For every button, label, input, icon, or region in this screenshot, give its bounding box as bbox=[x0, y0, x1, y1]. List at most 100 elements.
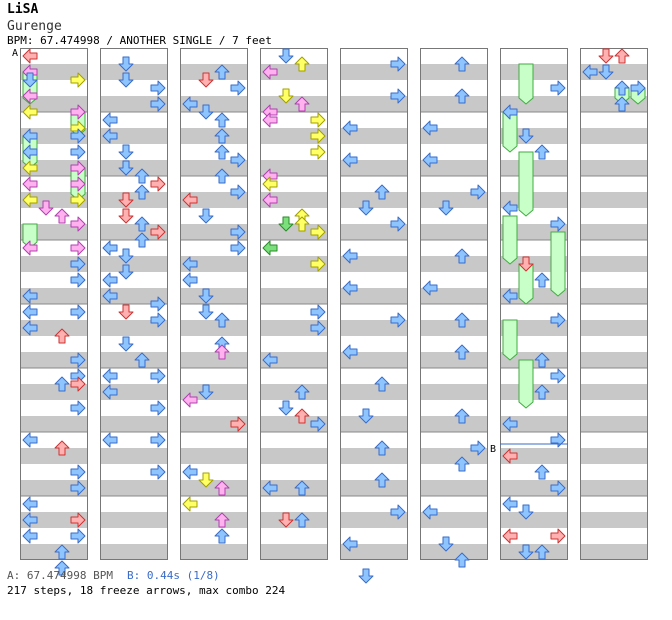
row-stripe bbox=[100, 352, 168, 368]
row-stripe bbox=[20, 288, 88, 304]
row-stripe bbox=[580, 320, 648, 336]
right-arrow-icon bbox=[70, 352, 86, 368]
right-arrow-icon bbox=[390, 312, 406, 328]
up-arrow-icon bbox=[54, 208, 70, 224]
row-stripe bbox=[260, 384, 328, 400]
down-arrow-icon bbox=[598, 64, 614, 80]
down-arrow-icon bbox=[38, 200, 54, 216]
left-arrow-icon bbox=[182, 272, 198, 288]
right-arrow-icon bbox=[70, 512, 86, 528]
row-stripe bbox=[580, 384, 648, 400]
up-arrow-icon bbox=[454, 248, 470, 264]
right-arrow-icon bbox=[230, 152, 246, 168]
left-arrow-icon bbox=[22, 104, 38, 120]
left-arrow-icon bbox=[262, 480, 278, 496]
row-stripe bbox=[100, 480, 168, 496]
row-stripe bbox=[20, 192, 88, 208]
row-stripe bbox=[580, 352, 648, 368]
up-arrow-icon bbox=[294, 384, 310, 400]
right-arrow-icon bbox=[310, 320, 326, 336]
down-arrow-icon bbox=[198, 288, 214, 304]
down-arrow-icon bbox=[118, 208, 134, 224]
up-arrow-icon bbox=[54, 544, 70, 560]
row-stripe bbox=[260, 96, 328, 112]
up-arrow-icon bbox=[454, 56, 470, 72]
left-arrow-icon bbox=[262, 352, 278, 368]
up-arrow-icon bbox=[134, 352, 150, 368]
left-arrow-icon bbox=[502, 288, 518, 304]
up-arrow-icon bbox=[214, 168, 230, 184]
up-arrow-icon bbox=[534, 384, 550, 400]
up-arrow-icon bbox=[214, 480, 230, 496]
right-arrow-icon bbox=[390, 216, 406, 232]
up-arrow-icon bbox=[534, 464, 550, 480]
down-arrow-icon bbox=[22, 72, 38, 88]
row-stripe bbox=[420, 288, 488, 304]
row-stripe bbox=[340, 128, 408, 144]
right-arrow-icon bbox=[150, 176, 166, 192]
down-arrow-icon bbox=[438, 536, 454, 552]
right-arrow-icon bbox=[150, 296, 166, 312]
row-stripe bbox=[340, 320, 408, 336]
row-stripe bbox=[340, 512, 408, 528]
down-arrow-icon bbox=[118, 304, 134, 320]
up-arrow-icon bbox=[374, 472, 390, 488]
row-stripe bbox=[100, 416, 168, 432]
row-stripe bbox=[100, 256, 168, 272]
row-stripe bbox=[100, 96, 168, 112]
right-arrow-icon bbox=[550, 80, 566, 96]
right-arrow-icon bbox=[70, 192, 86, 208]
row-stripe bbox=[340, 288, 408, 304]
left-arrow-icon bbox=[262, 64, 278, 80]
row-stripe bbox=[20, 544, 88, 560]
row-stripe bbox=[420, 192, 488, 208]
up-arrow-icon bbox=[374, 376, 390, 392]
left-arrow-icon bbox=[262, 176, 278, 192]
freeze-arrow bbox=[502, 215, 518, 265]
left-arrow-icon bbox=[102, 112, 118, 128]
up-arrow-icon bbox=[294, 216, 310, 232]
right-arrow-icon bbox=[70, 160, 86, 176]
row-stripe bbox=[260, 256, 328, 272]
right-arrow-icon bbox=[230, 416, 246, 432]
row-stripe bbox=[180, 128, 248, 144]
right-arrow-icon bbox=[310, 304, 326, 320]
marker-b: B bbox=[490, 444, 496, 455]
row-stripe bbox=[100, 512, 168, 528]
up-arrow-icon bbox=[534, 352, 550, 368]
freeze-arrow bbox=[518, 359, 534, 409]
row-stripe bbox=[580, 64, 648, 80]
down-arrow-icon bbox=[438, 200, 454, 216]
row-stripe bbox=[260, 352, 328, 368]
right-arrow-icon bbox=[70, 240, 86, 256]
row-stripe bbox=[260, 288, 328, 304]
right-arrow-icon bbox=[470, 440, 486, 456]
right-arrow-icon bbox=[150, 432, 166, 448]
down-arrow-icon bbox=[518, 256, 534, 272]
up-arrow-icon bbox=[54, 376, 70, 392]
row-stripe bbox=[260, 448, 328, 464]
right-arrow-icon bbox=[550, 312, 566, 328]
row-stripe bbox=[260, 160, 328, 176]
row-stripe bbox=[20, 352, 88, 368]
row-stripe bbox=[420, 352, 488, 368]
left-arrow-icon bbox=[22, 88, 38, 104]
left-arrow-icon bbox=[182, 464, 198, 480]
right-arrow-icon bbox=[550, 432, 566, 448]
chart-column-7 bbox=[500, 48, 568, 560]
row-stripe bbox=[260, 480, 328, 496]
left-arrow-icon bbox=[102, 128, 118, 144]
row-stripe bbox=[500, 544, 568, 560]
right-arrow-icon bbox=[390, 56, 406, 72]
left-arrow-icon bbox=[422, 152, 438, 168]
right-arrow-icon bbox=[310, 112, 326, 128]
down-arrow-icon bbox=[518, 128, 534, 144]
right-arrow-icon bbox=[550, 216, 566, 232]
up-arrow-icon bbox=[614, 48, 630, 64]
right-arrow-icon bbox=[230, 224, 246, 240]
down-arrow-icon bbox=[118, 192, 134, 208]
right-arrow-icon bbox=[310, 416, 326, 432]
up-arrow-icon bbox=[214, 112, 230, 128]
row-stripe bbox=[420, 128, 488, 144]
row-stripe bbox=[580, 160, 648, 176]
